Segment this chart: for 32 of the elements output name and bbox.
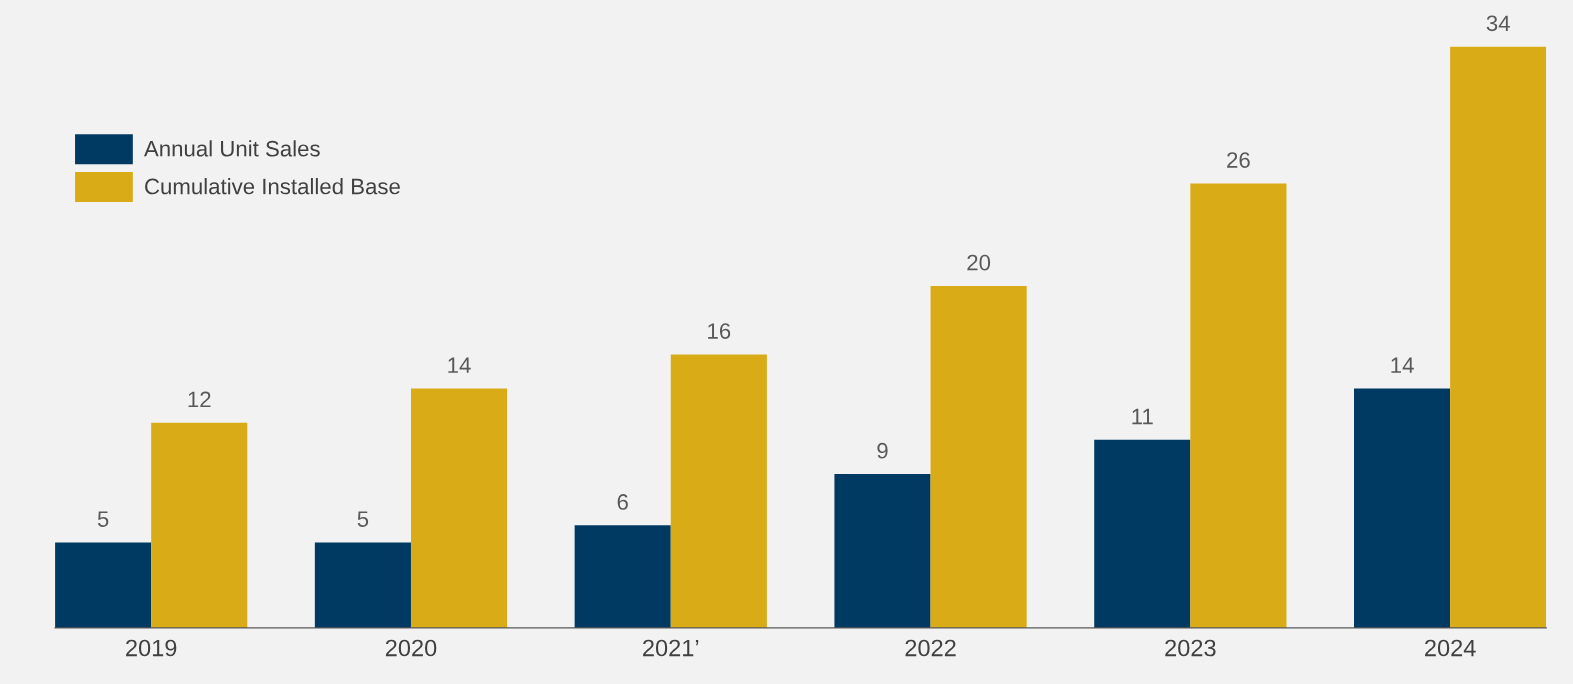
bar [930, 286, 1027, 628]
bar [1354, 388, 1451, 628]
x-tick-label: 2022 [905, 639, 956, 657]
x-tick-label: 2024 [1425, 639, 1476, 657]
bar [1094, 439, 1191, 628]
x-tick-label: 2020 [385, 639, 437, 657]
bar [151, 422, 248, 628]
data-label: 14 [448, 357, 471, 373]
bar [410, 388, 508, 628]
data-label: 26 [1227, 152, 1250, 168]
data-label: 16 [708, 323, 731, 339]
bar [55, 542, 152, 628]
bar [1190, 183, 1287, 628]
x-tick-label: 2023 [1165, 639, 1216, 657]
data-label: 14 [1391, 357, 1414, 373]
bar [1450, 46, 1547, 628]
data-label: 11 [1132, 408, 1153, 425]
data-label: 5 [357, 511, 369, 527]
bar [670, 354, 767, 628]
data-label: 20 [967, 254, 991, 271]
x-tick-label: 2019 [126, 639, 177, 657]
bar [314, 542, 411, 628]
data-label: 34 [1486, 15, 1510, 32]
legend-label: Annual Unit Sales [143, 140, 320, 157]
data-label: 5 [97, 511, 109, 527]
bar [574, 525, 671, 628]
data-label: 9 [877, 442, 888, 459]
data-label: 12 [188, 391, 211, 408]
legend-label: Cumulative Installed Base [145, 178, 400, 195]
bar [834, 474, 931, 628]
x-tick-label: 2021’ [643, 639, 699, 657]
data-label: 6 [617, 494, 628, 510]
